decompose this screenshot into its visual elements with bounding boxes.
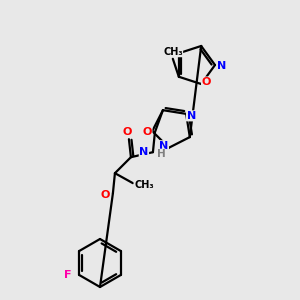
- Text: F: F: [64, 270, 72, 280]
- Text: CH₃: CH₃: [163, 47, 183, 57]
- Text: O: O: [142, 127, 152, 137]
- Text: N: N: [218, 61, 226, 71]
- Text: H: H: [157, 149, 165, 159]
- Text: N: N: [139, 147, 148, 157]
- Text: O: O: [122, 127, 132, 137]
- Text: CH₃: CH₃: [134, 180, 154, 190]
- Text: O: O: [100, 190, 110, 200]
- Text: N: N: [159, 141, 169, 151]
- Text: O: O: [202, 77, 211, 87]
- Text: N: N: [187, 111, 196, 121]
